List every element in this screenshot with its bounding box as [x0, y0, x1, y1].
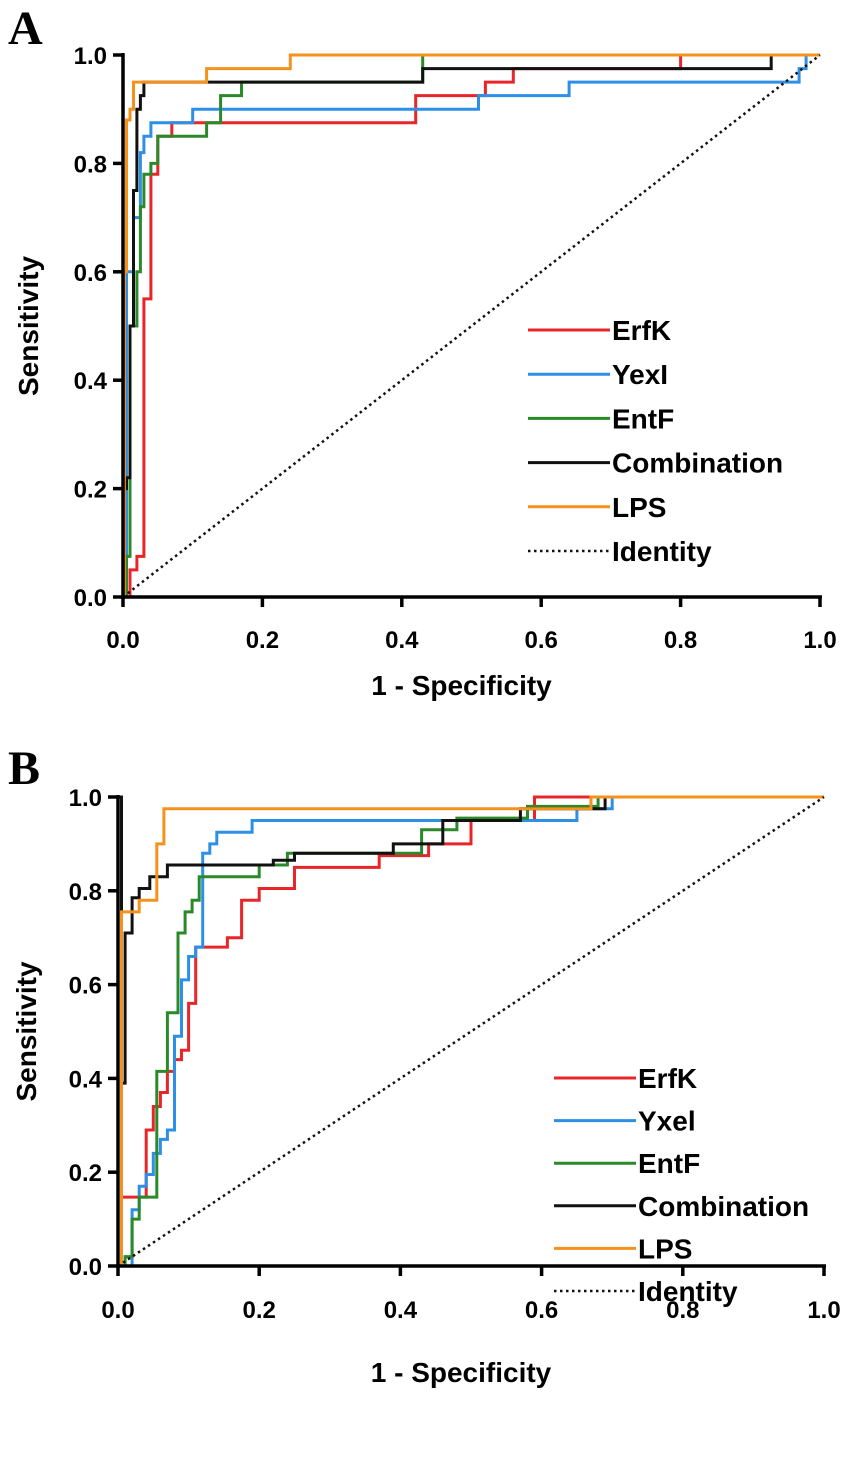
- series-line-lps: [118, 795, 824, 1268]
- x-tick-label: 0.0: [106, 627, 139, 654]
- y-tick-label: 0.2: [69, 1160, 102, 1187]
- y-axis-title: Sensitivity: [11, 961, 42, 1101]
- y-tick-label: 0.4: [74, 368, 108, 395]
- y-tick-label: 0.4: [69, 1066, 103, 1093]
- series-line-combination: [118, 795, 824, 1085]
- x-tick-label: 0.2: [246, 627, 279, 654]
- series-group: [117, 795, 825, 1268]
- legend-label-lps: LPS: [612, 492, 666, 523]
- panel-b: B 0.0 0.2 0.4 0.6 0.8 1.0 0.0 0.2 0.4 0.6 0.8 1.0 1 -…: [8, 742, 841, 1388]
- x-tick-label: 0.6: [525, 1297, 558, 1324]
- x-axis-title: 1 - Specificity: [371, 1357, 552, 1388]
- legend-label-yxel: Yxel: [638, 1106, 696, 1137]
- x-tick-label: 0.4: [385, 627, 419, 654]
- panel-letter: B: [8, 742, 40, 795]
- legend-label-erfk: ErfK: [612, 315, 671, 346]
- y-tick-label: 0.8: [69, 879, 102, 906]
- x-tick-label: 1.0: [803, 627, 836, 654]
- legend-label-identity: Identity: [638, 1276, 738, 1307]
- legend-label-combination: Combination: [612, 448, 783, 479]
- legend: ErfK Yxel EntF Combination LPS Identity: [554, 1063, 809, 1307]
- x-tick-label: 0.8: [666, 1297, 699, 1324]
- legend-label-identity: Identity: [612, 536, 712, 567]
- y-tick-label: 0.2: [74, 477, 107, 504]
- legend-label-combination: Combination: [638, 1191, 809, 1222]
- y-tick-label: 0.6: [74, 260, 107, 287]
- y-axis-title: Sensitivity: [13, 256, 44, 396]
- y-tick-label: 0.8: [74, 151, 107, 178]
- x-axis-title: 1 - Specificity: [371, 670, 552, 701]
- legend-label-yexi: YexI: [612, 359, 668, 390]
- x-tick-label: 0.6: [525, 627, 558, 654]
- x-tick-label: 0.2: [243, 1297, 276, 1324]
- x-tick-label: 0.0: [101, 1297, 134, 1324]
- series-line-yxel: [118, 795, 824, 1268]
- y-tick-label: 0.0: [74, 585, 107, 612]
- legend-label-lps: LPS: [638, 1233, 692, 1264]
- y-tick-label: 0.0: [69, 1254, 102, 1281]
- series-group: [122, 53, 821, 599]
- legend: ErfK YexI EntF Combination LPS Identity: [528, 315, 783, 567]
- x-tick-label: 0.4: [384, 1297, 418, 1324]
- x-tick-label: 0.8: [664, 627, 697, 654]
- series-line-identity: [122, 54, 821, 598]
- y-tick-label: 1.0: [74, 43, 107, 70]
- y-tick-label: 0.6: [69, 973, 102, 1000]
- legend-label-erfk: ErfK: [638, 1063, 697, 1094]
- panel-a: A 0.0 0.2 0.4 0.6 0.8 1.0 0.0 0.2 0.4 0.6 0.8 1.0 1 -…: [8, 2, 837, 701]
- series-line-combination: [122, 53, 820, 599]
- y-tick-label: 1.0: [69, 785, 102, 812]
- x-tick-label: 1.0: [807, 1297, 840, 1324]
- legend-label-entf: EntF: [612, 403, 674, 434]
- legend-label-entf: EntF: [638, 1148, 700, 1179]
- panel-letter: A: [8, 2, 43, 55]
